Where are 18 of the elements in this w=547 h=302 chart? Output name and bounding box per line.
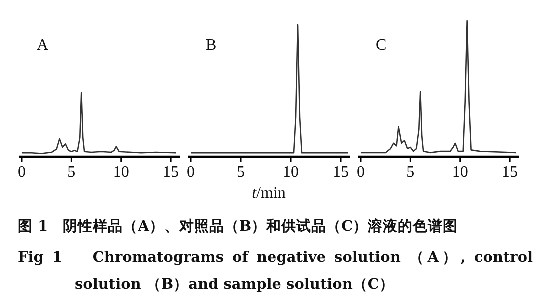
x-tick-label: 0 (356, 164, 365, 181)
x-tick-label: 0 (18, 164, 26, 181)
x-tick-label: 15 (163, 164, 180, 181)
x-tick-label: 15 (502, 164, 518, 181)
x-tick-label: 10 (283, 164, 299, 181)
caption: 图 1 阴性样品（A）、对照品（B）和供试品（C）溶液的色谱图 (18, 217, 460, 237)
x-tick-label: 10 (113, 164, 130, 181)
x-tick-label: 10 (452, 164, 468, 181)
caption: Fig 1 Chromatograms of negative solution （A）, control solution （B）and sample solution（C） (18, 248, 533, 295)
x-tick-label: 0 (187, 164, 195, 181)
x-tick-label: 5 (406, 164, 415, 181)
x-tick-label: 5 (68, 164, 76, 181)
x-tick-label: 15 (333, 164, 349, 181)
x-axis-title: t/min (252, 185, 286, 202)
text: C (376, 37, 387, 54)
x-tick-label: 5 (237, 164, 245, 181)
chart-title: A (37, 37, 49, 54)
text: B (206, 37, 217, 54)
